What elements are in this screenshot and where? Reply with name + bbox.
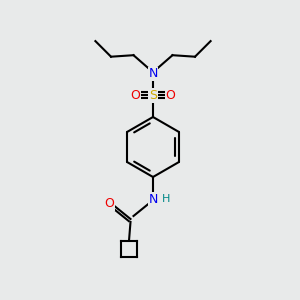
Text: O: O [166, 89, 175, 102]
Text: O: O [131, 89, 140, 102]
Text: N: N [148, 193, 158, 206]
Text: N: N [148, 67, 158, 80]
Text: S: S [149, 89, 157, 102]
Text: O: O [105, 197, 114, 210]
Text: H: H [162, 194, 171, 205]
